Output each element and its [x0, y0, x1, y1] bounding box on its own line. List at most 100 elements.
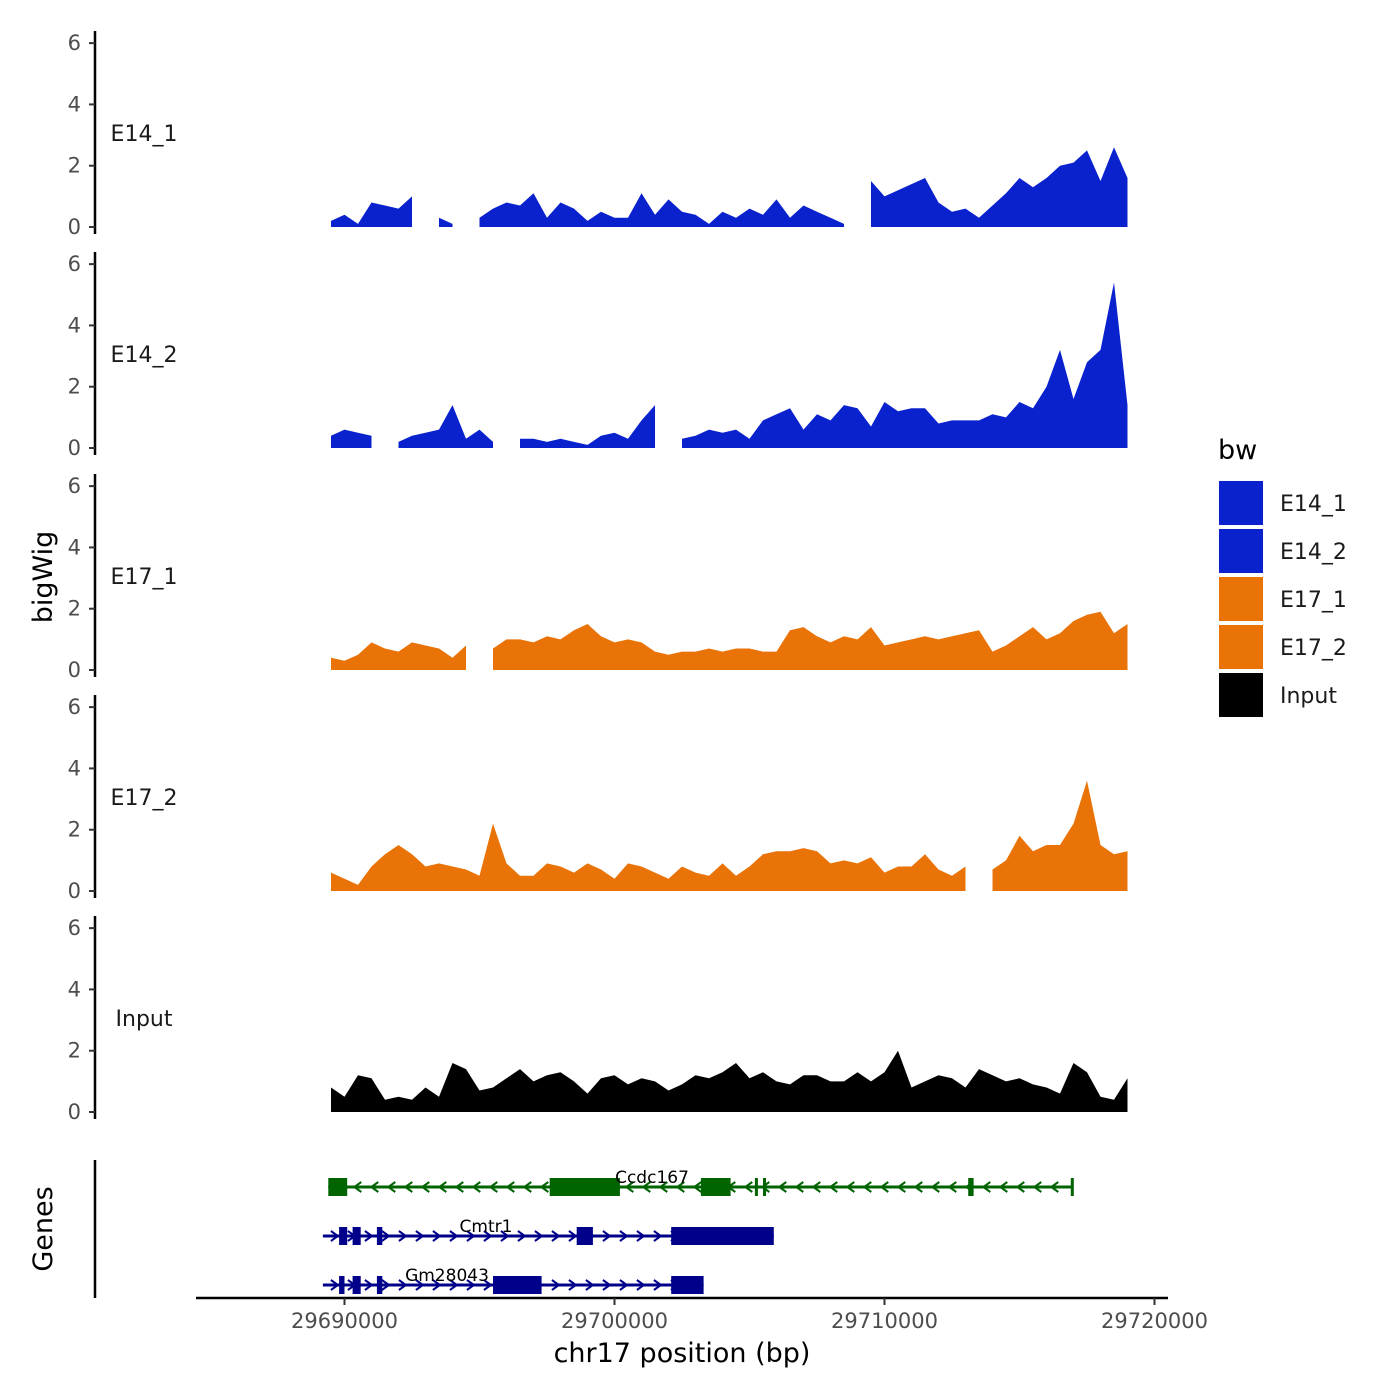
- gene-exon: [376, 1227, 383, 1245]
- strand-chevron-icon: [743, 1181, 753, 1193]
- legend-label: E17_2: [1280, 636, 1347, 661]
- x-tick-label: 29690000: [291, 1309, 398, 1333]
- legend-swatch: [1217, 479, 1265, 527]
- track-e17-1: 0 2 4 6 E17_1: [68, 474, 1128, 682]
- y-tick-label: 0: [68, 436, 81, 460]
- strand-chevron-icon: [619, 1230, 629, 1242]
- track-label: E14_1: [111, 122, 178, 147]
- signal-area-input: [331, 1050, 1128, 1112]
- gene-exon: [763, 1178, 766, 1196]
- legend-swatch: [1217, 527, 1265, 575]
- y-tick-label: 6: [68, 916, 81, 940]
- strand-chevron-icon: [517, 1230, 527, 1242]
- gene-exon: [671, 1276, 704, 1294]
- strand-chevron-icon: [641, 1181, 651, 1193]
- track-label: Input: [116, 1007, 173, 1032]
- strand-chevron-icon: [483, 1279, 493, 1291]
- y-tick-label: 2: [68, 1039, 81, 1063]
- strand-chevron-icon: [386, 1181, 396, 1193]
- strand-chevron-icon: [845, 1181, 855, 1193]
- y-tick-label: 4: [68, 535, 81, 559]
- strand-chevron-icon: [862, 1181, 872, 1193]
- strand-chevron-icon: [330, 1230, 340, 1242]
- strand-chevron-icon: [913, 1181, 923, 1193]
- signal-area-e17-2: [331, 780, 1128, 891]
- y-tick-label: 2: [68, 375, 81, 399]
- y-tick-label: 0: [68, 879, 81, 903]
- gene-exon: [968, 1178, 974, 1196]
- legend: bw E14_1 E14_2 E17_1 E17_2 Input: [1217, 435, 1347, 719]
- y-tick-label: 4: [68, 313, 81, 337]
- strand-chevron-icon: [364, 1279, 374, 1291]
- x-tick-label: 29700000: [561, 1309, 668, 1333]
- gene-exon: [671, 1227, 774, 1245]
- track-e14-1: 0 2 4 6 E14_1: [68, 31, 1128, 239]
- gene-exon: [754, 1178, 758, 1196]
- gene-exon: [549, 1178, 620, 1196]
- strand-chevron-icon: [692, 1181, 702, 1193]
- legend-label: Input: [1280, 684, 1337, 709]
- legend-label: E17_1: [1280, 588, 1347, 613]
- strand-chevron-icon: [432, 1279, 442, 1291]
- strand-chevron-icon: [364, 1230, 374, 1242]
- gene-exon: [576, 1227, 593, 1245]
- strand-chevron-icon: [403, 1181, 413, 1193]
- genes-axis-title: Genes: [28, 1186, 59, 1271]
- gene-ccdc167: Ccdc167: [328, 1168, 1074, 1196]
- y-tick-label: 2: [68, 818, 81, 842]
- gene-label: Ccdc167: [615, 1168, 689, 1188]
- strand-chevron-icon: [449, 1279, 459, 1291]
- gene-exon: [376, 1276, 383, 1294]
- strand-chevron-icon: [522, 1181, 532, 1193]
- y-tick-label: 4: [68, 977, 81, 1001]
- strand-chevron-icon: [415, 1230, 425, 1242]
- y-tick-label: 0: [68, 1100, 81, 1124]
- strand-chevron-icon: [811, 1181, 821, 1193]
- y-tick-label: 4: [68, 756, 81, 780]
- legend-swatch: [1217, 671, 1265, 719]
- strand-chevron-icon: [330, 1279, 340, 1291]
- strand-chevron-icon: [568, 1230, 578, 1242]
- strand-chevron-icon: [828, 1181, 838, 1193]
- track-input: 0 2 4 6 Input: [68, 916, 1128, 1124]
- genes-panel: Ccdc167 Cmtr1 Gm28043: [93, 1160, 1074, 1298]
- strand-chevron-icon: [658, 1181, 668, 1193]
- x-tick-label: 29710000: [831, 1309, 938, 1333]
- legend-swatch: [1217, 623, 1265, 671]
- gene-exon: [700, 1178, 731, 1196]
- strand-chevron-icon: [1015, 1181, 1025, 1193]
- strand-chevron-icon: [879, 1181, 889, 1193]
- y-tick-label: 6: [68, 695, 81, 719]
- strand-chevron-icon: [551, 1279, 561, 1291]
- signal-area-e14-2: [331, 282, 1128, 448]
- x-axis: 29690000 29700000 29710000 29720000: [196, 1296, 1208, 1333]
- strand-chevron-icon: [352, 1181, 362, 1193]
- strand-chevron-icon: [466, 1279, 476, 1291]
- strand-chevron-icon: [466, 1230, 476, 1242]
- signal-area-e14-1: [331, 147, 1128, 227]
- strand-chevron-icon: [981, 1181, 991, 1193]
- strand-chevron-icon: [585, 1279, 595, 1291]
- strand-chevron-icon: [896, 1181, 906, 1193]
- strand-chevron-icon: [551, 1230, 561, 1242]
- gene-cmtr1: Cmtr1: [322, 1217, 774, 1245]
- strand-chevron-icon: [398, 1230, 408, 1242]
- strand-chevron-icon: [398, 1279, 408, 1291]
- strand-chevron-icon: [998, 1181, 1008, 1193]
- strand-chevron-icon: [488, 1181, 498, 1193]
- y-tick-label: 6: [68, 474, 81, 498]
- strand-chevron-icon: [539, 1181, 549, 1193]
- strand-chevron-icon: [619, 1279, 629, 1291]
- signal-area-e17-1: [331, 611, 1128, 670]
- strand-chevron-icon: [505, 1181, 515, 1193]
- strand-chevron-icon: [449, 1230, 459, 1242]
- gene-exon: [339, 1276, 345, 1294]
- strand-chevron-icon: [760, 1181, 770, 1193]
- strand-chevron-icon: [420, 1181, 430, 1193]
- strand-chevron-icon: [381, 1230, 391, 1242]
- track-label: E17_1: [111, 565, 178, 590]
- legend-title: bw: [1218, 435, 1257, 466]
- strand-chevron-icon: [534, 1230, 544, 1242]
- gene-exon: [352, 1276, 361, 1294]
